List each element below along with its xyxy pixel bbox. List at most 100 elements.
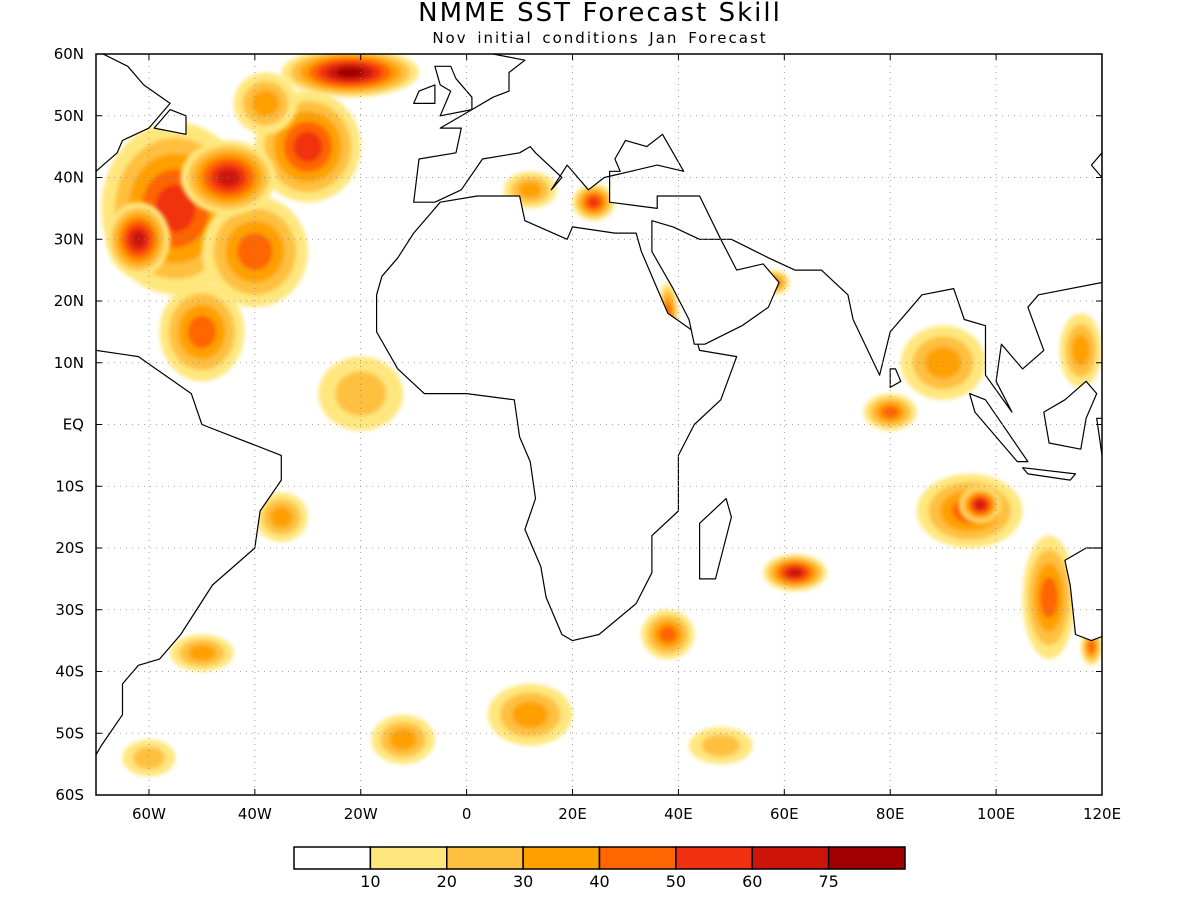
- madagascar-land: [699, 498, 732, 580]
- colorbar-label: 20: [437, 872, 457, 891]
- skill-region: [487, 683, 573, 746]
- skill-region: [763, 554, 827, 592]
- skill-region: [689, 727, 753, 765]
- skill-region: [201, 196, 308, 308]
- java-land: [1022, 467, 1077, 481]
- lon-tick-label: 20E: [558, 805, 587, 823]
- south-america-land: [96, 349, 282, 757]
- lon-tick-label: 80E: [876, 805, 905, 823]
- longitude-ticks: 60W 40W 20W 0 20E 40E 60E 80E 100E 120E: [132, 54, 1121, 823]
- skill-region: [233, 72, 298, 135]
- skill-region: [159, 282, 245, 382]
- lon-tick-label: 120E: [1083, 805, 1121, 823]
- skill-contour: [659, 626, 677, 643]
- skill-contour: [701, 734, 740, 757]
- skill-contour: [975, 500, 986, 510]
- colorbar-label: 75: [818, 872, 838, 891]
- iceland-land: [340, 17, 393, 29]
- sri-lanka-land: [889, 368, 902, 388]
- skill-contour: [336, 67, 364, 78]
- skill-region: [254, 492, 308, 542]
- north-america-land: [96, 54, 171, 172]
- sumatra-land: [969, 393, 1029, 463]
- lat-tick-label: 50N: [54, 107, 84, 125]
- lon-tick-label: 60E: [770, 805, 799, 823]
- japan-land: [1090, 152, 1102, 179]
- map-subtitle: Nov initial conditions Jan Forecast: [432, 29, 768, 47]
- lat-tick-label: 30S: [55, 601, 84, 619]
- europe-asia-land: [413, 54, 1102, 413]
- skill-contour: [512, 701, 549, 728]
- lat-tick-label: 30N: [54, 230, 84, 248]
- skill-region: [572, 183, 615, 221]
- borneo-land: [1043, 380, 1098, 450]
- colorbar: 10 20 30 40 50 60 75: [293, 846, 906, 891]
- colorbar-label: 50: [666, 872, 686, 891]
- lat-tick-label: 50S: [55, 724, 84, 742]
- skill-contour: [389, 728, 417, 751]
- lat-tick-label: 40N: [54, 169, 84, 187]
- skill-contour: [881, 405, 900, 419]
- arabia-land: [651, 220, 780, 345]
- skill-contour: [335, 371, 387, 416]
- ireland-land: [413, 84, 436, 104]
- lat-tick-label: 20S: [55, 539, 84, 557]
- sulawesi-land: [1096, 417, 1102, 456]
- skill-contour: [1071, 334, 1090, 367]
- australia-land: [1064, 547, 1102, 642]
- british-isles-land: [434, 65, 473, 117]
- skill-contour: [587, 197, 600, 208]
- skill-region: [122, 739, 176, 777]
- skill-contour: [187, 315, 217, 349]
- skill-region: [959, 486, 1002, 524]
- colorbar-swatch: [293, 846, 372, 870]
- skill-region: [281, 54, 419, 98]
- skill-region: [318, 356, 404, 431]
- lat-tick-label: 60S: [55, 786, 84, 804]
- lon-tick-label: 100E: [977, 805, 1015, 823]
- latitude-ticks: 60N 50N 40N 30N 20N 10N EQ 10S 20S 30S 40S 50S 60S: [54, 45, 1102, 804]
- skill-contour: [293, 131, 323, 162]
- philippines-land: [1101, 312, 1102, 339]
- skill-contour: [1087, 640, 1096, 653]
- lon-tick-label: 60W: [132, 805, 166, 823]
- skill-contour: [188, 645, 216, 661]
- colorbar-swatch: [675, 846, 753, 870]
- colorbar-label: 10: [360, 872, 380, 891]
- lon-tick-label: 40E: [664, 805, 693, 823]
- lat-tick-label: 40S: [55, 663, 84, 681]
- lat-tick-label: 20N: [54, 292, 84, 310]
- skill-contour: [237, 233, 273, 271]
- skill-contour: [251, 90, 280, 117]
- skill-region: [863, 393, 917, 431]
- map-title: NMME SST Forecast Skill: [418, 0, 782, 28]
- colorbar-swatch: [598, 846, 677, 870]
- skill-region: [641, 609, 695, 660]
- skill-contour: [269, 506, 293, 528]
- land-masses: [96, 17, 1102, 757]
- skill-region: [900, 325, 986, 400]
- colorbar-swatch: [522, 846, 601, 870]
- skill-region: [371, 714, 435, 765]
- skill-contour: [133, 746, 165, 770]
- skill-contour: [1040, 576, 1058, 618]
- lat-tick-label: 10S: [55, 477, 84, 495]
- skill-region: [170, 634, 234, 672]
- africa-land: [376, 195, 738, 642]
- skill-region: [1022, 535, 1076, 660]
- lat-tick-label: 60N: [54, 45, 84, 63]
- skill-field: [101, 54, 1102, 777]
- colorbar-swatch: [446, 846, 524, 870]
- colorbar-label: 40: [589, 872, 609, 891]
- lon-tick-label: 40W: [238, 805, 272, 823]
- lon-tick-label: 20W: [344, 805, 378, 823]
- lat-tick-label: 10N: [54, 354, 84, 372]
- skill-contour: [518, 181, 542, 198]
- greenland-land: [240, 54, 246, 55]
- colorbar-label: 60: [742, 872, 762, 891]
- colorbar-swatch: [827, 846, 906, 870]
- colorbar-label: 30: [513, 872, 533, 891]
- colorbar-swatch: [369, 846, 448, 870]
- skill-region: [1059, 313, 1102, 388]
